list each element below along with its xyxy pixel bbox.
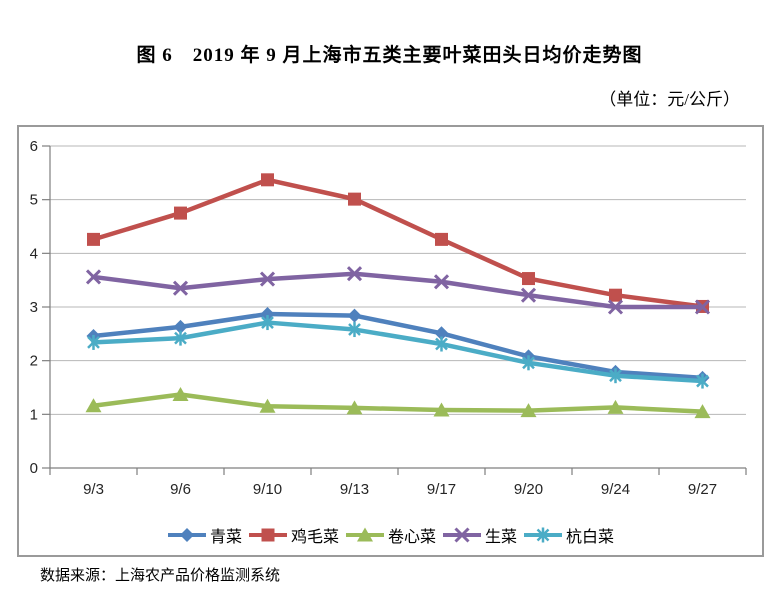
legend-marker-icon bbox=[524, 527, 563, 543]
svg-text:5: 5 bbox=[30, 192, 38, 209]
svg-text:9/13: 9/13 bbox=[340, 481, 369, 498]
legend-item: 生菜 bbox=[442, 523, 517, 547]
legend-marker-icon bbox=[167, 528, 206, 542]
svg-text:2: 2 bbox=[30, 353, 38, 370]
svg-text:9/17: 9/17 bbox=[427, 481, 456, 498]
svg-text:6: 6 bbox=[30, 138, 38, 155]
chart-title: 图 6 2019 年 9 月上海市五类主要叶菜田头日均价走势图 bbox=[136, 45, 643, 66]
svg-text:9/3: 9/3 bbox=[83, 481, 104, 498]
chart-frame: 0 1 2 3 4 5 6 9/3 9/6 9/10 9/13 9/17 9/20 9/24 9/27 青菜… bbox=[17, 125, 764, 557]
svg-text:9/6: 9/6 bbox=[170, 481, 191, 498]
legend-label: 鸡毛菜 bbox=[290, 529, 339, 546]
svg-text:3: 3 bbox=[30, 299, 38, 316]
legend-item: 卷心菜 bbox=[345, 523, 436, 547]
legend-marker-icon bbox=[345, 527, 384, 542]
legend-label: 卷心菜 bbox=[387, 529, 436, 546]
svg-text:1: 1 bbox=[30, 406, 38, 423]
unit-note: （单位：元/公斤） bbox=[599, 90, 740, 109]
chart-legend: 青菜 鸡毛菜 卷心菜 生菜 杭白菜 bbox=[19, 523, 762, 547]
svg-text:9/24: 9/24 bbox=[601, 481, 630, 498]
legend-label: 青菜 bbox=[209, 529, 242, 546]
legend-marker-icon bbox=[248, 528, 287, 542]
legend-item: 鸡毛菜 bbox=[248, 523, 339, 547]
svg-text:9/20: 9/20 bbox=[514, 481, 543, 498]
legend-item: 杭白菜 bbox=[523, 523, 614, 547]
svg-text:9/10: 9/10 bbox=[253, 481, 282, 498]
source-note: 数据来源：上海农产品价格监测系统 bbox=[40, 568, 281, 584]
legend-label: 杭白菜 bbox=[566, 529, 615, 546]
legend-item: 青菜 bbox=[167, 523, 242, 547]
legend-label: 生菜 bbox=[485, 529, 518, 546]
svg-text:4: 4 bbox=[30, 245, 38, 262]
svg-text:9/27: 9/27 bbox=[688, 481, 717, 498]
legend-marker-icon bbox=[443, 527, 481, 543]
line-chart-plot: 0 1 2 3 4 5 6 9/3 9/6 9/10 9/13 9/17 9/20 9/24 9/27 bbox=[30, 138, 747, 498]
svg-text:0: 0 bbox=[30, 460, 38, 477]
